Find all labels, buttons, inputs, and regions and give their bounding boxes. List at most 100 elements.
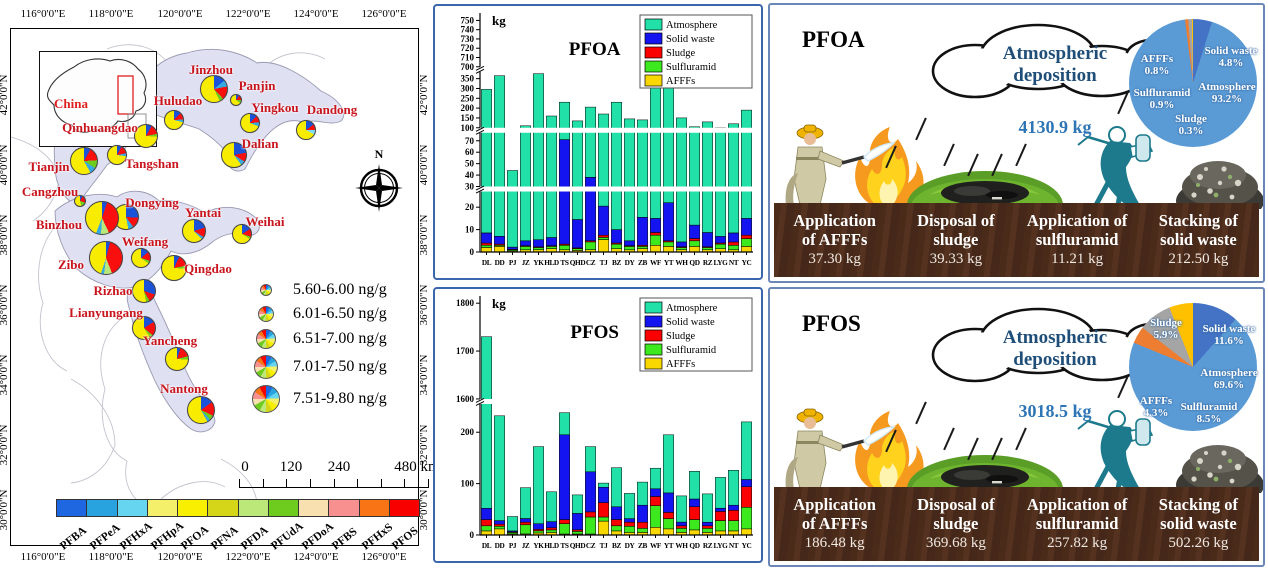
bar-segment (624, 246, 635, 251)
city-label-cangzhou: Cangzhou (21, 184, 79, 199)
bar-segment (663, 202, 674, 242)
y-tick-label: 50 (465, 159, 475, 169)
bar-segment (520, 524, 531, 535)
bar-segment (494, 246, 505, 253)
city-label-dandong: Dandong (306, 102, 358, 117)
city-label-lianyungang: Lianyungang (69, 305, 143, 320)
bar-segment (611, 519, 622, 527)
x-category-label: QD (689, 541, 699, 550)
city-label-yantai: Yantai (184, 205, 222, 220)
y-tick-label: 1800 (456, 298, 475, 308)
pie-slice-label-solid-waste: Solid waste 11.6% (1202, 322, 1256, 347)
longitude-label: 124°0'0"E (293, 551, 339, 563)
bar-segment (689, 471, 700, 500)
pie-slice-label-atmosphere: Atmosphere 93.2% (1198, 80, 1256, 105)
pie-slice-label-solid-waste: Solid waste 4.8% (1204, 44, 1258, 69)
bar-segment (598, 482, 609, 488)
source-item: Application of AFFFs 186.48 kg (793, 495, 876, 551)
compass-north-label: N (374, 147, 384, 161)
bar-segment (715, 508, 726, 512)
size-legend-pie-icon (256, 329, 276, 349)
bar-segment (559, 243, 570, 246)
y-tick-label: 100 (461, 123, 475, 133)
x-category-label: TS (560, 541, 568, 550)
colorbar-label: PFBA (58, 524, 90, 553)
bar-segment (520, 246, 531, 251)
size-legend-label: 7.51-9.80 ng/g (293, 390, 387, 407)
solid-waste-pile-illustration (1176, 445, 1263, 507)
chart-title: PFOA (569, 39, 621, 60)
colorbar-cell-pfpea (87, 500, 118, 516)
bar-segment (559, 101, 570, 140)
bar-segment (715, 243, 726, 249)
y-axis-unit: kg (492, 13, 506, 28)
bar-segment (741, 109, 752, 219)
bar-segment (611, 243, 622, 249)
x-category-label: JZ (522, 258, 530, 267)
city-label-dongying: Dongying (125, 195, 179, 210)
size-legend-row: 7.01-7.50 ng/g (251, 355, 387, 379)
x-category-label: DD (495, 258, 505, 267)
city-pie-yingkou (240, 113, 260, 133)
pie-circle (1129, 19, 1257, 147)
study-area-box (117, 75, 134, 115)
x-category-label: CZ (586, 258, 596, 267)
x-category-label: WH (675, 258, 688, 267)
bar-segment (637, 246, 648, 249)
bar-segment (494, 526, 505, 530)
x-category-label: YC (742, 258, 752, 267)
scalebar-number: 120 (279, 459, 303, 475)
bar-segment (676, 521, 687, 527)
bar-segment (624, 518, 635, 523)
y-tick-label: 750 (461, 15, 475, 25)
bar-segment (572, 529, 583, 532)
city-pie-cangzhou (74, 195, 86, 207)
bar-segment (637, 521, 648, 529)
bar-segment (520, 518, 531, 523)
city-pie-nantong (187, 396, 215, 424)
longitude-label: 118°0'0"E (88, 551, 134, 563)
bar-segment (728, 530, 739, 536)
bar-segment (624, 526, 635, 533)
bar-segment (520, 487, 531, 519)
y-tick-label: 710 (461, 52, 475, 62)
bar-segment (559, 245, 570, 251)
x-category-label: LYG (714, 541, 729, 550)
colorbar-cell-pfbs (329, 500, 360, 516)
bar-segment (533, 73, 544, 240)
city-label-zibo: Zibo (57, 257, 85, 272)
bar-segment (715, 520, 726, 532)
bar-segment (481, 508, 492, 520)
longitude-label: 122°0'0"E (225, 551, 271, 563)
bar-segment (585, 511, 596, 518)
latitude-label: 36°0'0"N (0, 284, 10, 326)
bar-segment (728, 504, 739, 511)
bar-segment (494, 75, 505, 237)
sulfluramid-sprayer-illustration (1077, 410, 1154, 491)
panel-title: PFOA (802, 27, 865, 52)
bar-segment (611, 506, 622, 520)
latitude-label: 32°0'0"N (418, 424, 430, 466)
bar-segment (728, 245, 739, 251)
bar-segment (533, 239, 544, 248)
y-tick-label: 1700 (456, 346, 475, 356)
bar-segment (624, 118, 635, 242)
latitude-label: 32°0'0"N (0, 424, 10, 466)
latitude-label: 30°0'0"N (0, 489, 10, 531)
x-category-label: RZ (703, 258, 713, 267)
bar-segment (689, 238, 700, 242)
x-category-label: QHD (570, 541, 586, 550)
bar-segment (546, 237, 557, 246)
bar-segment (689, 240, 700, 247)
bar-segment (572, 531, 583, 535)
y-tick-label: 30 (465, 182, 475, 192)
bar-segment (624, 493, 635, 519)
city-pie-zibo (89, 241, 123, 275)
bar-segment (546, 529, 557, 533)
city-pie-rizhao (132, 279, 156, 303)
size-legend-pie-icon (252, 385, 280, 413)
bar-segment (494, 243, 505, 246)
x-category-label: WF (650, 541, 662, 550)
longitude-label: 124°0'0"E (293, 8, 339, 20)
